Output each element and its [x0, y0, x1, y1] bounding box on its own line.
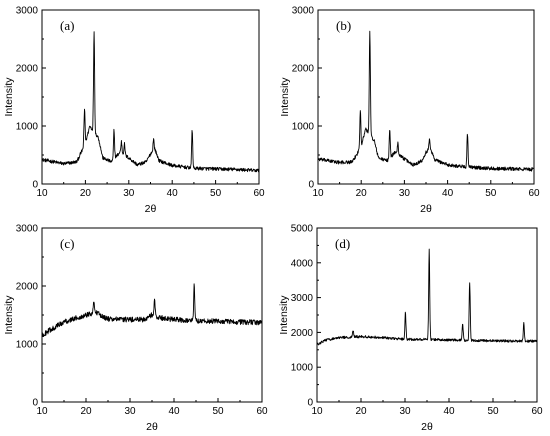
x-tick-label: 30: [399, 406, 411, 417]
x-tick-label: 20: [355, 406, 367, 417]
x-tick-label: 20: [80, 406, 92, 417]
panel-a: 10 20 30 40 50 60 0 1000 2000 3000 2θ Intensity (a): [3, 6, 265, 216]
panel-label: (b): [336, 18, 351, 33]
x-tick-label: 50: [485, 188, 497, 199]
xrd-pattern-line: [41, 31, 260, 173]
y-tick-label: 0: [307, 398, 313, 409]
x-axis-title: 2θ: [420, 203, 432, 215]
x-tick-label: 10: [312, 188, 324, 199]
panel-c: 10 20 30 40 50 60 0 1000 2000 3000 2θ Intensity (c): [3, 224, 268, 434]
y-tick-label: 1000: [292, 122, 315, 133]
x-axis-title: 2θ: [421, 421, 433, 433]
y-tick-label: 3000: [16, 224, 39, 235]
xrd-pattern-line: [41, 283, 263, 338]
x-tick-label: 40: [167, 188, 179, 199]
plot-frame: [317, 9, 535, 185]
y-tick-label: 0: [308, 180, 314, 191]
panel-b: 10 20 30 40 50 60 0 1000 2000 3000 2θ Intensity (b): [279, 6, 540, 216]
x-tick-label: 40: [168, 406, 180, 417]
y-axis-title: Intensity: [3, 77, 15, 117]
x-tick-label: 30: [399, 188, 411, 199]
x-tick-label: 60: [531, 406, 543, 417]
x-tick-label: 50: [487, 406, 499, 417]
x-tick-label: 50: [212, 406, 224, 417]
y-tick-label: 1000: [16, 122, 39, 133]
x-tick-label: 50: [210, 188, 222, 199]
x-tick-label: 20: [80, 188, 92, 199]
x-tick-label: 30: [124, 406, 136, 417]
panel-label: (a): [60, 18, 74, 33]
x-tick-label: 20: [356, 188, 368, 199]
plot-frame: [41, 9, 260, 185]
xrd-pattern-line: [316, 248, 538, 346]
y-axis-title: Intensity: [278, 295, 290, 335]
y-tick-label: 2000: [16, 64, 39, 75]
y-tick-label: 1000: [16, 340, 39, 351]
y-tick-label: 2000: [291, 328, 314, 339]
x-tick-label: 40: [442, 188, 454, 199]
x-tick-label: 10: [311, 406, 323, 417]
y-tick-label: 2000: [292, 64, 315, 75]
y-tick-label: 3000: [292, 6, 315, 17]
y-tick-label: 2000: [16, 282, 39, 293]
y-tick-label: 0: [32, 398, 38, 409]
x-axis-title: 2θ: [145, 203, 157, 215]
y-axis-title: Intensity: [3, 295, 15, 335]
x-tick-label: 40: [443, 406, 455, 417]
plot-frame: [316, 227, 538, 403]
y-tick-label: 0: [32, 180, 38, 191]
x-tick-label: 60: [528, 188, 540, 199]
xrd-pattern-line: [317, 30, 535, 172]
x-tick-label: 10: [36, 188, 48, 199]
y-tick-label: 4000: [291, 258, 314, 269]
panel-label: (c): [60, 236, 74, 251]
panel-d: 10 20 30 40 50 60 0 1000 2000 3000 4000 5000 2θ Inten…: [278, 224, 543, 434]
y-tick-label: 5000: [291, 224, 314, 235]
panel-label: (d): [335, 236, 350, 251]
x-tick-label: 10: [36, 406, 48, 417]
y-axis-title: Intensity: [279, 77, 291, 117]
y-tick-label: 3000: [16, 6, 39, 17]
x-tick-label: 60: [256, 406, 268, 417]
x-tick-label: 60: [253, 188, 265, 199]
x-tick-label: 30: [123, 188, 135, 199]
y-tick-label: 3000: [291, 293, 314, 304]
y-tick-label: 1000: [291, 363, 314, 374]
x-axis-title: 2θ: [146, 421, 158, 433]
